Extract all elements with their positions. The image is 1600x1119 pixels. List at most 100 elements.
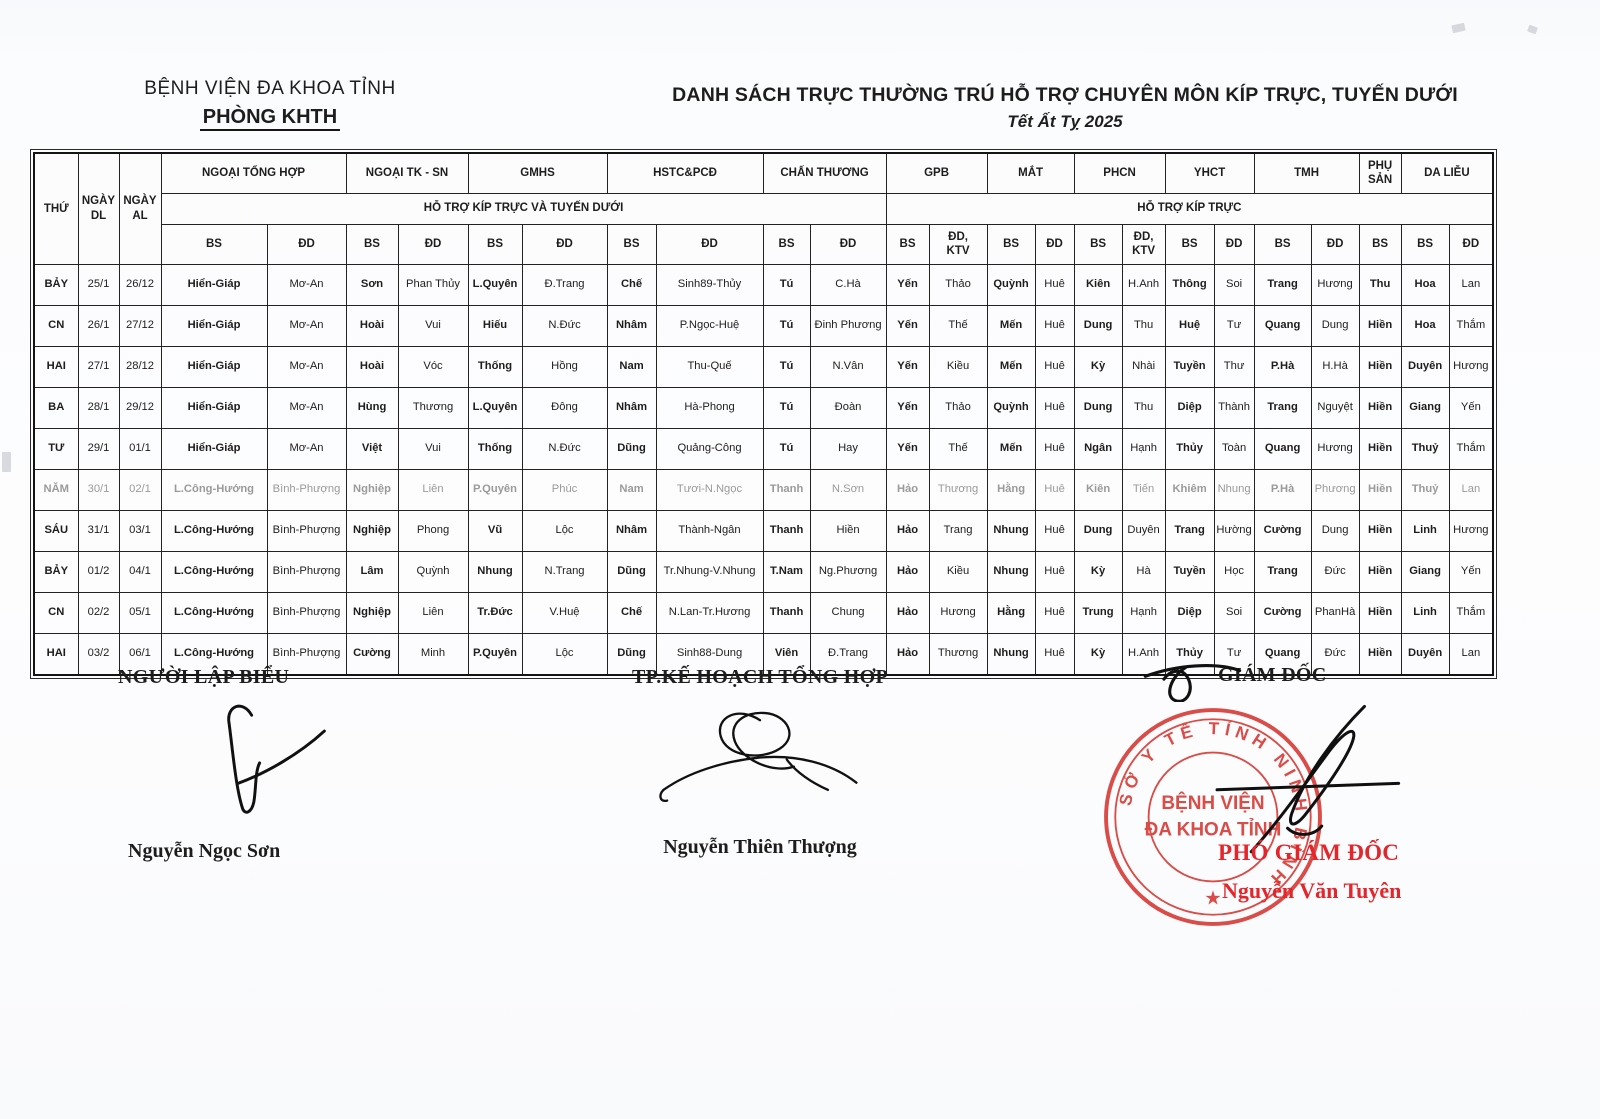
staff-cell: Hiền — [1358, 386, 1402, 429]
day-name: HAI — [33, 345, 79, 388]
day-name: CN — [33, 591, 79, 634]
staff-cell: Diệp — [1164, 386, 1215, 429]
role-subheader: ĐD, KTV — [1121, 223, 1166, 265]
staff-cell: Hùng — [345, 386, 399, 429]
staff-cell: Quang — [1253, 427, 1312, 470]
signer-name: Nguyễn Thiên Thượng — [663, 836, 857, 858]
department-header: PHỤ SẢN — [1358, 152, 1402, 194]
department-header: DA LIỄU — [1400, 152, 1494, 194]
staff-cell: Trung — [1073, 591, 1123, 634]
role-subheader: BS — [160, 223, 268, 265]
signer-title: TP.KẾ HOẠCH TỔNG HỢP — [631, 666, 889, 688]
role-subheader: BS — [1253, 223, 1312, 265]
staff-cell: Hoa — [1400, 304, 1450, 347]
staff-cell: Kiên — [1073, 468, 1123, 511]
staff-cell: Huê — [1034, 468, 1075, 511]
role-subheader: ĐD — [1034, 223, 1075, 265]
signature-block-right: GIÁM ĐỐC — [1140, 664, 1500, 702]
staff-cell: Linh — [1400, 509, 1450, 552]
department-header: NGOẠI TK - SN — [345, 152, 469, 194]
staff-cell: Dung — [1073, 509, 1123, 552]
staff-cell: Nam — [606, 345, 657, 388]
staff-cell: Nhung — [986, 509, 1036, 552]
staff-cell: Hà — [1121, 550, 1166, 593]
staff-cell: Nhài — [1121, 345, 1166, 388]
staff-cell: Mơ-An — [266, 427, 347, 470]
document-title: DANH SÁCH TRỰC THƯỜNG TRÚ HỖ TRỢ CHUYÊN … — [672, 84, 1458, 106]
date-lunar: 28/12 — [118, 345, 162, 388]
staff-cell: Hiển-Giáp — [160, 427, 268, 470]
staff-cell: L.Công-Hướng — [160, 632, 268, 675]
staff-cell: L.Quyên — [467, 263, 523, 306]
staff-cell: Lâm — [345, 550, 399, 593]
day-name: NĂM — [33, 468, 79, 511]
staff-cell: Huê — [1034, 386, 1075, 429]
staff-cell: Thương — [928, 632, 988, 675]
staff-cell: Yến — [885, 304, 930, 347]
staff-cell: Lộc — [521, 509, 608, 552]
staff-cell: Nhung — [986, 550, 1036, 593]
staff-cell: Hiếu — [467, 304, 523, 347]
staff-cell: Phan Thủy — [397, 263, 469, 306]
staff-cell: Tư — [1213, 304, 1255, 347]
staff-cell: Phong — [397, 509, 469, 552]
staff-cell: Soi — [1213, 263, 1255, 306]
date-lunar: 27/12 — [118, 304, 162, 347]
band-header-left: HỖ TRỢ KÍP TRỰC VÀ TUYẾN DƯỚI — [160, 192, 887, 225]
staff-cell: Mến — [986, 345, 1036, 388]
day-name: TƯ — [33, 427, 79, 470]
role-subheader: BS — [885, 223, 930, 265]
staff-cell: H.Anh — [1121, 263, 1166, 306]
staff-cell: Nghiệp — [345, 509, 399, 552]
staff-cell: Thông — [1164, 263, 1215, 306]
department-header: GMHS — [467, 152, 608, 194]
date-lunar: 05/1 — [118, 591, 162, 634]
staff-cell: Đức — [1310, 632, 1360, 675]
role-subheader: ĐD — [1448, 223, 1494, 265]
staff-cell: Ng.Phương — [809, 550, 887, 593]
staff-cell: Soi — [1213, 591, 1255, 634]
staff-cell: Thủy — [1164, 427, 1215, 470]
staff-cell: Lộc — [521, 632, 608, 675]
scan-artifact — [1527, 24, 1538, 35]
staff-cell: Hảo — [885, 591, 930, 634]
date-lunar: 03/1 — [118, 509, 162, 552]
role-subheader: BS — [986, 223, 1036, 265]
date-solar: 26/1 — [77, 304, 120, 347]
staff-cell: Học — [1213, 550, 1255, 593]
staff-cell: Kỳ — [1073, 345, 1123, 388]
deputy-director-role: PHÓ GIÁM ĐỐC — [1218, 840, 1400, 865]
staff-cell: Sinh88-Dung — [655, 632, 764, 675]
staff-cell: Chế — [606, 263, 657, 306]
staff-cell: L.Công-Hướng — [160, 509, 268, 552]
role-subheader: ĐD, KTV — [928, 223, 988, 265]
staff-cell: Linh — [1400, 591, 1450, 634]
staff-cell: Thương — [928, 468, 988, 511]
staff-cell: N.Vân — [809, 345, 887, 388]
staff-cell: Sơn — [345, 263, 399, 306]
date-solar: 25/1 — [77, 263, 120, 306]
staff-cell: H.Hà — [1310, 345, 1360, 388]
staff-cell: Hiển-Giáp — [160, 263, 268, 306]
signer-title: NGƯỜI LẬP BIỂU — [118, 666, 290, 688]
staff-cell: Thương — [397, 386, 469, 429]
staff-cell: Tú — [762, 386, 811, 429]
staff-cell: Hiển-Giáp — [160, 345, 268, 388]
date-solar: 03/2 — [77, 632, 120, 675]
department-header: MẮT — [986, 152, 1075, 194]
staff-cell: Nhâm — [606, 386, 657, 429]
staff-cell: L.Công-Hướng — [160, 591, 268, 634]
department-header: GPB — [885, 152, 988, 194]
role-subheader: ĐD — [655, 223, 764, 265]
signature-block-center: TP.KẾ HOẠCH TỔNG HỢP Nguyễn Thiên Thượng — [600, 666, 920, 859]
staff-cell: Quỳnh — [986, 386, 1036, 429]
staff-cell: Dung — [1310, 509, 1360, 552]
staff-cell: Hương — [1448, 509, 1494, 552]
staff-cell: Thu — [1121, 304, 1166, 347]
staff-cell: Hiền — [1358, 509, 1402, 552]
staff-cell: Duyên — [1121, 509, 1166, 552]
scan-artifact — [2, 452, 11, 472]
staff-cell: Hạnh — [1121, 591, 1166, 634]
staff-cell: Đức — [1310, 550, 1360, 593]
staff-cell: Kỳ — [1073, 550, 1123, 593]
